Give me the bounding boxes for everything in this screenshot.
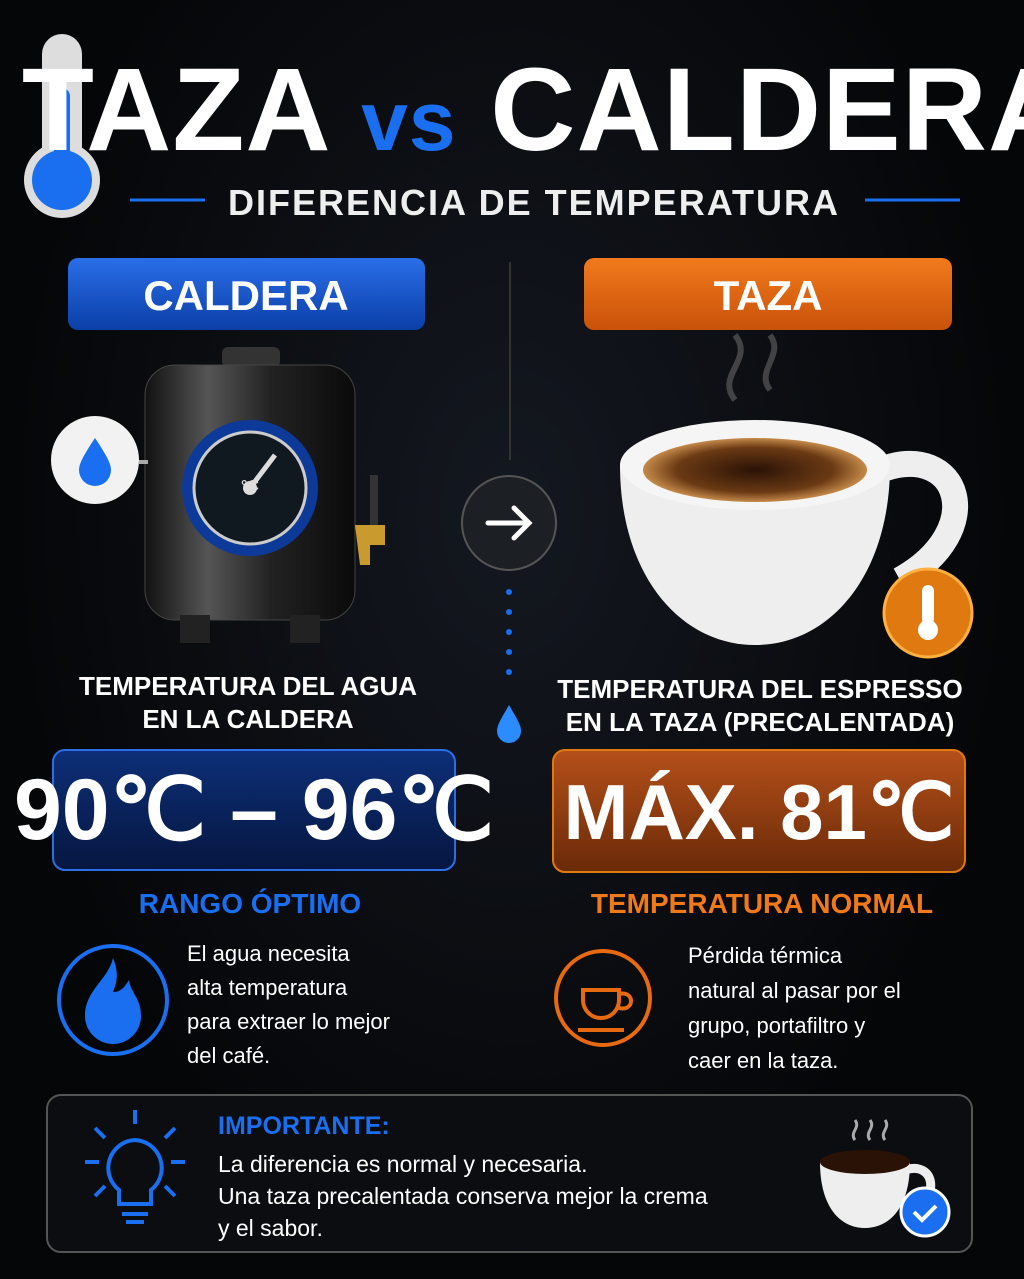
right-note: Pérdida térmica natural al pasar por el gr… <box>688 938 901 1078</box>
right-pill <box>584 258 952 330</box>
boiler <box>51 347 385 643</box>
line: TEMPERATURA DEL AGUA <box>79 671 417 701</box>
line: natural al pasar por el <box>688 978 901 1003</box>
right-value: MÁX. 81℃ <box>563 768 955 856</box>
left-label: RANGO ÓPTIMO <box>138 888 362 919</box>
left-pill <box>68 258 425 330</box>
title-left: TAZA <box>21 44 328 176</box>
line: Pérdida térmica <box>688 943 843 968</box>
line: grupo, portafiltro y <box>688 1013 866 1038</box>
title-vs: vs <box>361 74 457 168</box>
line: EN LA TAZA (PRECALENTADA) <box>565 707 955 737</box>
title: TAZA vs CALDERA <box>22 42 1024 178</box>
cup <box>620 333 974 659</box>
left-description: TEMPERATURA DEL AGUA EN LA CALDERA <box>79 670 417 736</box>
line: Una taza precalentada conserva mejor la … <box>218 1183 708 1209</box>
line: TEMPERATURA DEL ESPRESSO <box>557 674 963 704</box>
important-text: La diferencia es normal y necesaria. Una … <box>218 1148 708 1244</box>
right-description: TEMPERATURA DEL ESPRESSO EN LA TAZA (PREC… <box>557 673 962 739</box>
right-heading: TAZA <box>713 272 823 319</box>
fire-icon <box>57 944 169 1056</box>
line: y el sabor. <box>218 1215 323 1241</box>
subtitle: DIFERENCIA DE TEMPERATURA <box>227 182 841 223</box>
cup-icon <box>554 949 652 1047</box>
title-right: CALDERA <box>490 44 1024 176</box>
line: El agua necesita <box>187 941 350 966</box>
left-note: El agua necesita alta temperatura para ext… <box>187 937 390 1073</box>
small-cup <box>820 1119 951 1238</box>
line: La diferencia es normal y necesaria. <box>218 1151 588 1177</box>
line: EN LA CALDERA <box>142 704 354 734</box>
left-value-box <box>52 749 456 871</box>
right-label: TEMPERATURA NORMAL <box>590 888 934 919</box>
line: para extraer lo mejor <box>187 1009 390 1034</box>
gauge-unit: °C <box>241 478 259 495</box>
line: del café. <box>187 1043 271 1068</box>
left-heading: CALDERA <box>143 272 349 319</box>
left-value: 90℃ – 96℃ <box>13 762 495 858</box>
line: alta temperatura <box>187 975 348 1000</box>
right-value-box <box>552 749 966 873</box>
important-box <box>46 1094 973 1253</box>
important-title: IMPORTANTE: <box>218 1112 390 1140</box>
line: caer en la taza. <box>688 1048 839 1073</box>
bulb-icon <box>85 1110 185 1224</box>
